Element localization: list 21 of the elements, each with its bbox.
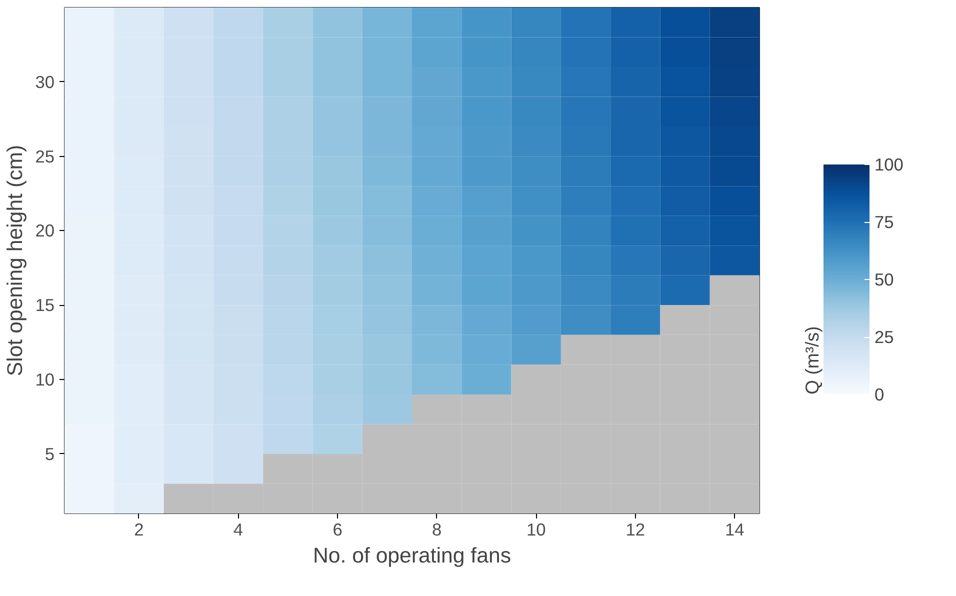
y-tick-label: 15: [35, 295, 55, 316]
x-tick-label: 8: [432, 520, 442, 540]
color-bar-label: 100: [874, 154, 904, 174]
x-tick-label: 2: [134, 520, 144, 540]
color-bar-label: 50: [874, 270, 894, 290]
x-tick-label: 14: [725, 520, 745, 540]
y-tick-label: 30: [35, 72, 55, 92]
color-bar-label: 25: [874, 327, 894, 347]
color-bar-label: 0: [874, 384, 884, 404]
y-tick-label: 5: [44, 444, 55, 464]
x-tick-label: 10: [526, 520, 546, 540]
x-tick-label: 6: [332, 520, 342, 540]
y-tick-label: 10: [35, 370, 55, 390]
x-tick-label: 12: [626, 520, 646, 540]
color-bar-title: Q (m³/s): [802, 326, 822, 394]
x-tick-label: 4: [233, 520, 244, 540]
y-tick-label: 25: [35, 146, 55, 166]
color-bar-label: 75: [874, 212, 894, 232]
y-tick-label: 20: [35, 220, 55, 241]
x-axis-title: No. of operating fans: [313, 544, 512, 568]
y-axis-title: Slot opening height (cm): [3, 144, 28, 376]
